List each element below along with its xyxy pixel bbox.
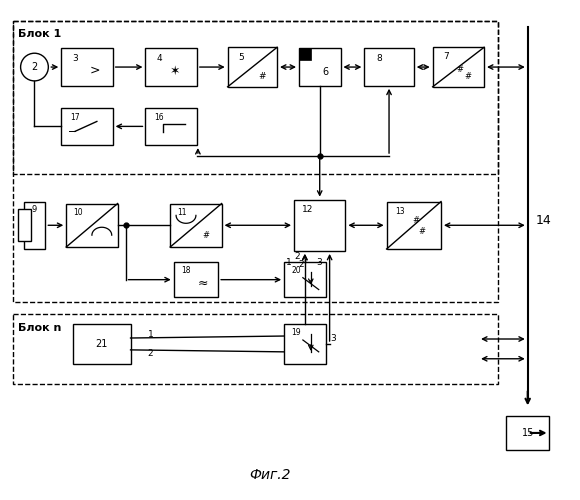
Bar: [173, 262, 218, 297]
Bar: [284, 324, 325, 364]
Text: 10: 10: [73, 208, 83, 217]
Text: 20: 20: [291, 266, 301, 276]
Text: #: #: [412, 216, 419, 225]
Text: Блок n: Блок n: [17, 323, 61, 333]
Text: #: #: [465, 72, 472, 82]
Text: 14: 14: [535, 214, 552, 227]
Bar: [433, 48, 484, 87]
Bar: [299, 48, 340, 86]
Text: 1: 1: [147, 330, 153, 338]
Text: 6: 6: [322, 67, 329, 77]
Bar: [13, 20, 498, 302]
Text: 3: 3: [331, 334, 336, 342]
Text: #: #: [259, 72, 266, 82]
Bar: [146, 48, 197, 86]
Bar: [386, 202, 441, 249]
Text: >: >: [90, 64, 100, 76]
Bar: [61, 48, 113, 86]
Text: 1: 1: [286, 258, 292, 268]
Bar: [299, 48, 311, 60]
Text: 3: 3: [72, 54, 78, 62]
Text: 18: 18: [182, 266, 191, 276]
Text: 5: 5: [238, 52, 244, 62]
Text: 17: 17: [70, 113, 80, 122]
Bar: [294, 200, 346, 251]
Text: 2: 2: [147, 350, 153, 358]
Bar: [146, 108, 197, 145]
Text: #: #: [202, 230, 209, 239]
Text: 13: 13: [395, 207, 405, 216]
Text: 16: 16: [154, 113, 164, 122]
Text: Блок 1: Блок 1: [17, 30, 61, 40]
Text: 3: 3: [316, 258, 321, 268]
Text: 15: 15: [521, 428, 534, 438]
Bar: [73, 324, 130, 364]
Text: Фиг.2: Фиг.2: [249, 468, 291, 482]
Text: 12: 12: [302, 205, 314, 214]
Text: ≈: ≈: [198, 277, 208, 290]
Text: ✶: ✶: [170, 64, 180, 78]
Bar: [13, 20, 498, 174]
Text: 9: 9: [32, 205, 37, 214]
Bar: [66, 204, 118, 247]
Bar: [24, 202, 45, 249]
Text: 2: 2: [298, 260, 304, 270]
Bar: [13, 314, 498, 384]
Text: 2: 2: [294, 252, 300, 261]
Text: 11: 11: [177, 208, 187, 217]
Bar: [170, 204, 222, 247]
Text: 7: 7: [444, 52, 450, 60]
Bar: [227, 48, 277, 87]
Bar: [506, 416, 549, 450]
Bar: [17, 210, 31, 241]
Bar: [284, 262, 325, 297]
Bar: [364, 48, 414, 86]
Text: 4: 4: [157, 54, 162, 62]
Text: 2: 2: [31, 62, 38, 72]
Bar: [61, 108, 113, 145]
Text: 8: 8: [376, 54, 382, 62]
Circle shape: [21, 53, 48, 81]
Text: #: #: [418, 226, 425, 235]
Text: 21: 21: [96, 339, 108, 349]
Text: #: #: [457, 64, 464, 74]
Text: 19: 19: [291, 328, 301, 336]
